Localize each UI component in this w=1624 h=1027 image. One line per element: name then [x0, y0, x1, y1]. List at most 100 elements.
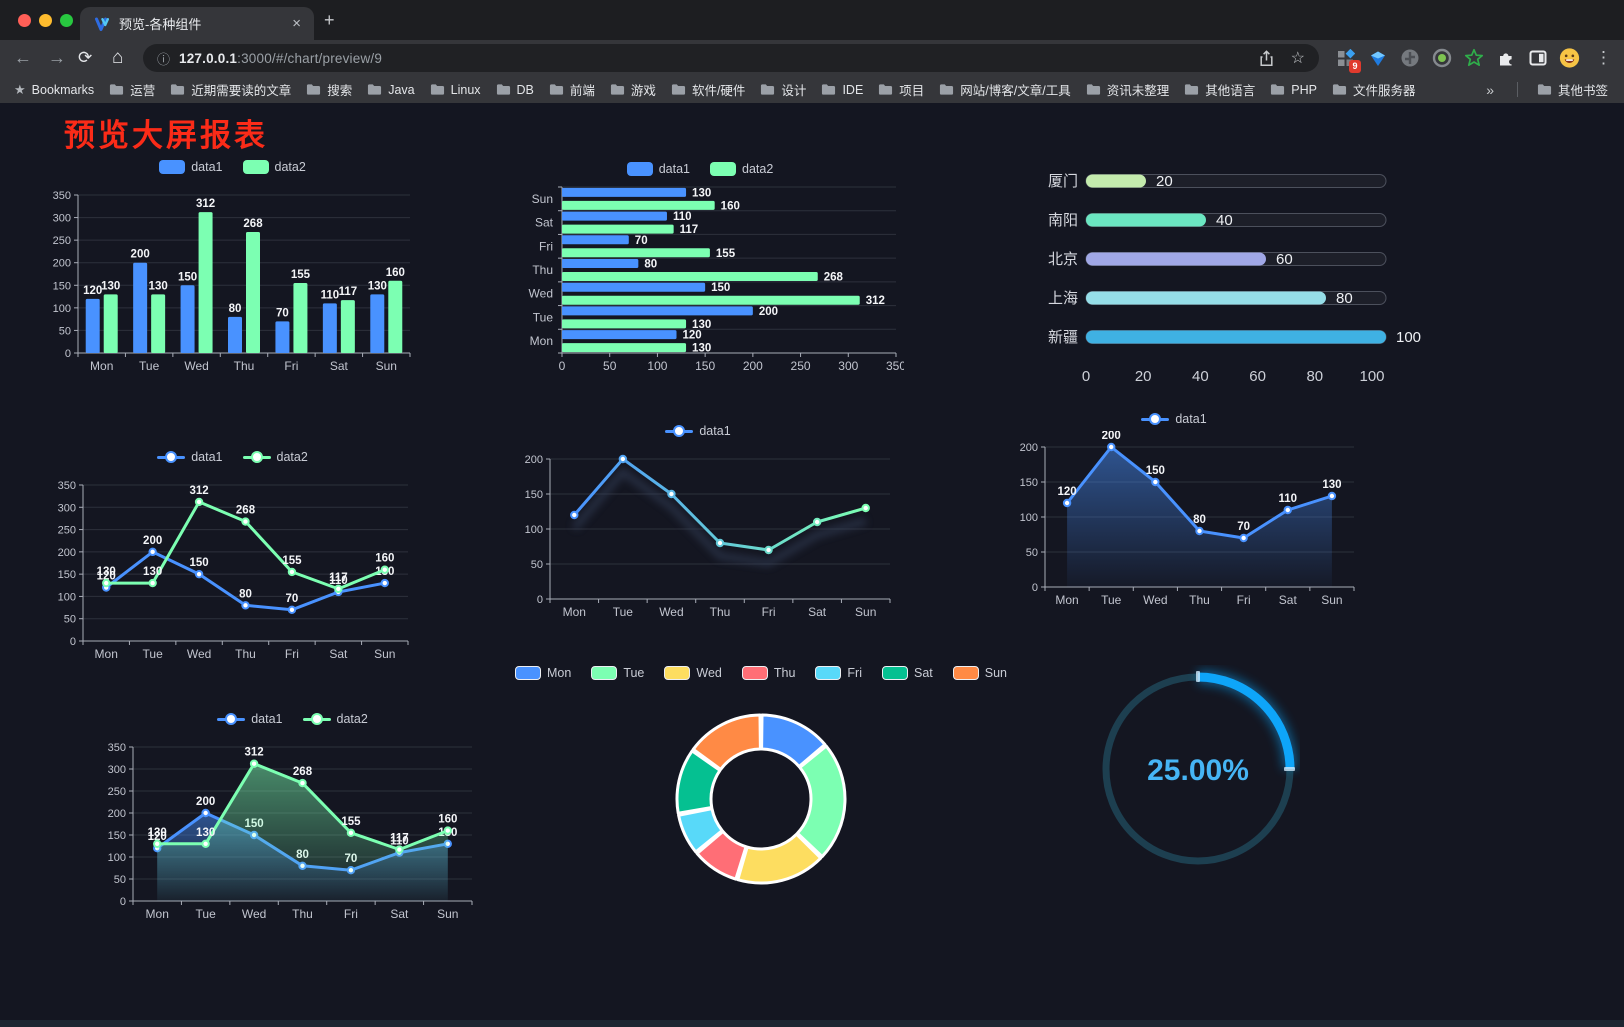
svg-text:南阳: 南阳: [1048, 212, 1078, 229]
legend-item[interactable]: Thu: [741, 666, 795, 680]
legend-item[interactable]: Sat: [882, 666, 933, 680]
legend-label: Mon: [546, 666, 572, 680]
bookmark-label: Java: [388, 82, 415, 97]
bookmark-label: 文件服务器: [1352, 84, 1416, 98]
bookmark-folder-12[interactable]: 网站/博客/文章/工具: [939, 80, 1071, 99]
svg-text:80: 80: [1336, 290, 1353, 307]
legend-item[interactable]: data2: [302, 712, 368, 726]
share-icon[interactable]: [1259, 49, 1274, 67]
bookmark-label: 软件/硬件: [691, 84, 746, 98]
bookmark-star-icon[interactable]: ☆: [1290, 50, 1305, 67]
bookmark-folder-6[interactable]: 前端: [549, 80, 595, 99]
bookmark-folder-11[interactable]: 项目: [878, 80, 924, 99]
chart-legend: Mon Tue Wed Thu Fri Sat Sun: [514, 663, 1007, 683]
legend-item[interactable]: data2: [710, 162, 773, 176]
address-bar[interactable]: ⓘ 127.0.0.1:3000/#/chart/preview/9 ☆: [143, 44, 1319, 72]
bookmark-label: 项目: [899, 84, 925, 98]
legend-swatch: [157, 450, 186, 464]
extensions-puzzle-icon[interactable]: [1495, 48, 1516, 69]
extension-star-icon[interactable]: [1463, 48, 1484, 69]
svg-text:100: 100: [525, 524, 543, 536]
profile-avatar[interactable]: [1559, 48, 1580, 69]
svg-text:50: 50: [531, 559, 543, 571]
legend-item[interactable]: Mon: [514, 666, 572, 680]
bookmark-folder-16[interactable]: 文件服务器: [1332, 80, 1416, 99]
chart-capsule-bar: 厦门 20 南阳 40 北京 60 上海 80 新疆 100 0 20 40 60 80 100: [1000, 159, 1436, 399]
minimize-window-button[interactable]: [39, 14, 52, 27]
legend-item[interactable]: Wed: [664, 666, 722, 680]
legend-item[interactable]: data1: [1141, 412, 1207, 426]
svg-text:60: 60: [1249, 368, 1266, 385]
svg-text:110: 110: [321, 289, 340, 301]
bookmark-label: 网站/博客/文章/工具: [960, 84, 1071, 98]
legend-label: data2: [274, 160, 306, 174]
site-info-icon[interactable]: ⓘ: [157, 51, 171, 67]
bookmark-folder-0[interactable]: 运营: [109, 80, 155, 99]
svg-text:100: 100: [53, 303, 71, 315]
svg-text:160: 160: [386, 267, 405, 279]
legend-item[interactable]: data1: [157, 450, 223, 464]
legend-item[interactable]: Tue: [591, 666, 644, 680]
bookmark-folder-15[interactable]: PHP: [1270, 83, 1317, 97]
legend-item[interactable]: data1: [626, 162, 690, 176]
bookmark-folder-3[interactable]: Java: [367, 82, 415, 97]
home-button[interactable]: ⌂: [112, 47, 124, 68]
bookmark-folder-10[interactable]: IDE: [821, 83, 863, 97]
other-bookmarks[interactable]: 其他书签: [1537, 80, 1608, 99]
legend-swatch: [741, 666, 768, 680]
svg-text:312: 312: [866, 295, 885, 307]
tab-close-icon[interactable]: ×: [292, 15, 301, 32]
bookmark-folder-8[interactable]: 软件/硬件: [671, 80, 745, 99]
zoom-window-button[interactable]: [60, 14, 73, 27]
svg-text:0: 0: [70, 636, 76, 648]
bookmark-folder-4[interactable]: Linux: [430, 83, 481, 97]
svg-text:200: 200: [525, 454, 543, 466]
browser-tab[interactable]: 预览-各种组件 ×: [80, 7, 314, 40]
bookmark-folder-13[interactable]: 资讯未整理: [1086, 80, 1169, 99]
svg-text:130: 130: [368, 280, 387, 292]
legend-label: Fri: [847, 666, 862, 680]
legend-item[interactable]: data2: [242, 160, 306, 174]
legend-item[interactable]: Sun: [952, 666, 1007, 680]
svg-text:80: 80: [1193, 514, 1206, 526]
bookmark-folder-7[interactable]: 游戏: [610, 80, 656, 99]
legend-item[interactable]: data2: [242, 450, 308, 464]
bookmark-label: 运营: [130, 84, 156, 98]
split-view-icon[interactable]: [1527, 48, 1548, 69]
extension-grid-icon[interactable]: 9: [1335, 48, 1361, 73]
browser-menu-icon[interactable]: ⋮: [1595, 48, 1612, 67]
close-window-button[interactable]: [18, 14, 31, 27]
svg-text:Thu: Thu: [235, 647, 256, 661]
bookmark-folder-5[interactable]: DB: [496, 83, 534, 97]
chart-legend: data1 data2: [159, 157, 306, 177]
bookmark-label: 前端: [569, 84, 595, 98]
svg-text:Fri: Fri: [285, 647, 299, 661]
svg-text:130: 130: [692, 343, 711, 355]
svg-text:Sun: Sun: [374, 647, 395, 661]
svg-text:200: 200: [759, 306, 778, 318]
forward-button[interactable]: →: [48, 47, 66, 68]
svg-text:70: 70: [1237, 521, 1250, 533]
chart-doughnut: Mon Tue Wed Thu Fri Sat Sun: [514, 663, 1007, 895]
legend-item[interactable]: data1: [665, 424, 731, 438]
bookmark-folder-9[interactable]: 设计: [760, 80, 806, 99]
bookmarks-root[interactable]: ★ Bookmarks: [14, 82, 94, 98]
back-button[interactable]: ←: [14, 47, 32, 68]
new-tab-button[interactable]: +: [324, 10, 335, 30]
bookmarks-overflow-chevron[interactable]: »: [1486, 81, 1494, 98]
reload-button[interactable]: ⟳: [78, 48, 93, 67]
legend-item[interactable]: data1: [159, 160, 223, 174]
extension-record-icon[interactable]: [1431, 48, 1452, 69]
bookmark-folder-14[interactable]: 其他语言: [1184, 80, 1255, 99]
svg-text:Fri: Fri: [284, 359, 298, 373]
legend-item[interactable]: data1: [217, 712, 283, 726]
bookmark-folder-2[interactable]: 搜索: [306, 80, 352, 99]
svg-text:150: 150: [1146, 465, 1165, 477]
extension-circle-icon[interactable]: [1399, 48, 1420, 69]
extension-gem-icon[interactable]: [1367, 48, 1388, 69]
bookmark-folder-1[interactable]: 近期需要读的文章: [170, 80, 291, 99]
legend-item[interactable]: Fri: [815, 666, 862, 680]
folder-icon: [940, 84, 954, 95]
svg-text:268: 268: [293, 766, 313, 778]
svg-text:Thu: Thu: [532, 263, 553, 277]
